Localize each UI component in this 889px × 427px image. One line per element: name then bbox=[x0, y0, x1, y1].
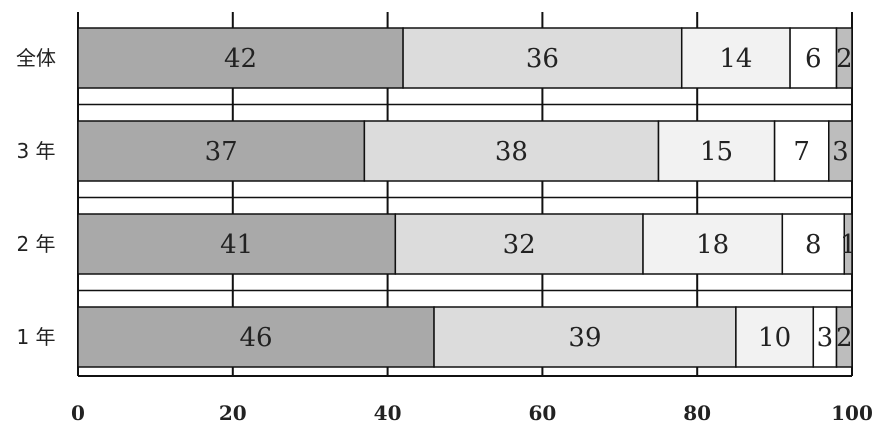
bar-segment-1-2 bbox=[402, 27, 683, 89]
category-label: 全体 bbox=[16, 46, 56, 70]
bar-segment-3-1 bbox=[77, 213, 397, 275]
category-label: 3 年 bbox=[16, 139, 55, 163]
x-tick-label: 0 bbox=[71, 401, 85, 425]
category-label: 1 年 bbox=[16, 325, 55, 349]
data-label: 38 bbox=[495, 137, 528, 167]
bar-segment-2-3 bbox=[657, 120, 776, 182]
bar-segment-3-5 bbox=[843, 213, 853, 275]
bar-segment-4-5 bbox=[835, 306, 853, 368]
bar-segment-2-2 bbox=[363, 120, 660, 182]
data-label: 1 bbox=[840, 230, 857, 260]
bar-segment-4-1 bbox=[77, 306, 435, 368]
bar-segment-2-1 bbox=[77, 120, 366, 182]
data-label: 2 bbox=[836, 323, 853, 353]
bar-segment-1-4 bbox=[789, 27, 838, 89]
x-tick-label: 80 bbox=[683, 401, 711, 425]
bar-segment-3-3 bbox=[642, 213, 784, 275]
data-label: 3 bbox=[832, 137, 849, 167]
category-label: 2 年 bbox=[16, 232, 55, 256]
data-label: 14 bbox=[719, 44, 752, 74]
data-label: 36 bbox=[526, 44, 559, 74]
bar-segment-4-3 bbox=[735, 306, 815, 368]
data-label: 3 bbox=[817, 323, 834, 353]
data-label: 8 bbox=[805, 230, 822, 260]
data-label: 18 bbox=[696, 230, 729, 260]
x-tick-label: 60 bbox=[528, 401, 556, 425]
data-label: 10 bbox=[758, 323, 791, 353]
x-tick-label: 40 bbox=[374, 401, 402, 425]
data-label: 7 bbox=[793, 137, 810, 167]
x-tick-label: 20 bbox=[219, 401, 247, 425]
data-label: 2 bbox=[836, 44, 853, 74]
data-label: 39 bbox=[568, 323, 601, 353]
data-label: 37 bbox=[205, 137, 238, 167]
data-label: 15 bbox=[700, 137, 733, 167]
data-label: 32 bbox=[503, 230, 536, 260]
x-tick-label: 100 bbox=[831, 401, 873, 425]
bar-segment-1-5 bbox=[835, 27, 853, 89]
bar-segment-1-3 bbox=[680, 27, 791, 89]
data-label: 42 bbox=[224, 44, 257, 74]
bar-segment-2-5 bbox=[828, 120, 853, 182]
data-label: 41 bbox=[220, 230, 253, 260]
data-label: 6 bbox=[805, 44, 822, 74]
bar-segment-3-2 bbox=[394, 213, 644, 275]
bar-segment-3-4 bbox=[781, 213, 846, 275]
bar-segment-4-2 bbox=[433, 306, 737, 368]
data-label: 46 bbox=[239, 323, 272, 353]
